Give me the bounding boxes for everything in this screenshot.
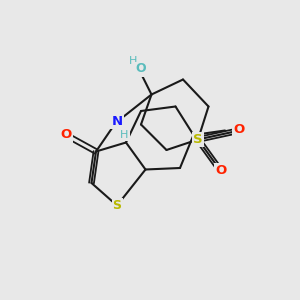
- Text: H: H: [120, 130, 129, 140]
- Text: S: S: [112, 199, 122, 212]
- Text: O: O: [60, 128, 72, 142]
- Text: N: N: [111, 115, 123, 128]
- Text: S: S: [193, 133, 203, 146]
- Text: O: O: [215, 164, 226, 178]
- Text: O: O: [233, 122, 244, 136]
- Text: O: O: [136, 62, 146, 76]
- Text: H: H: [129, 56, 138, 67]
